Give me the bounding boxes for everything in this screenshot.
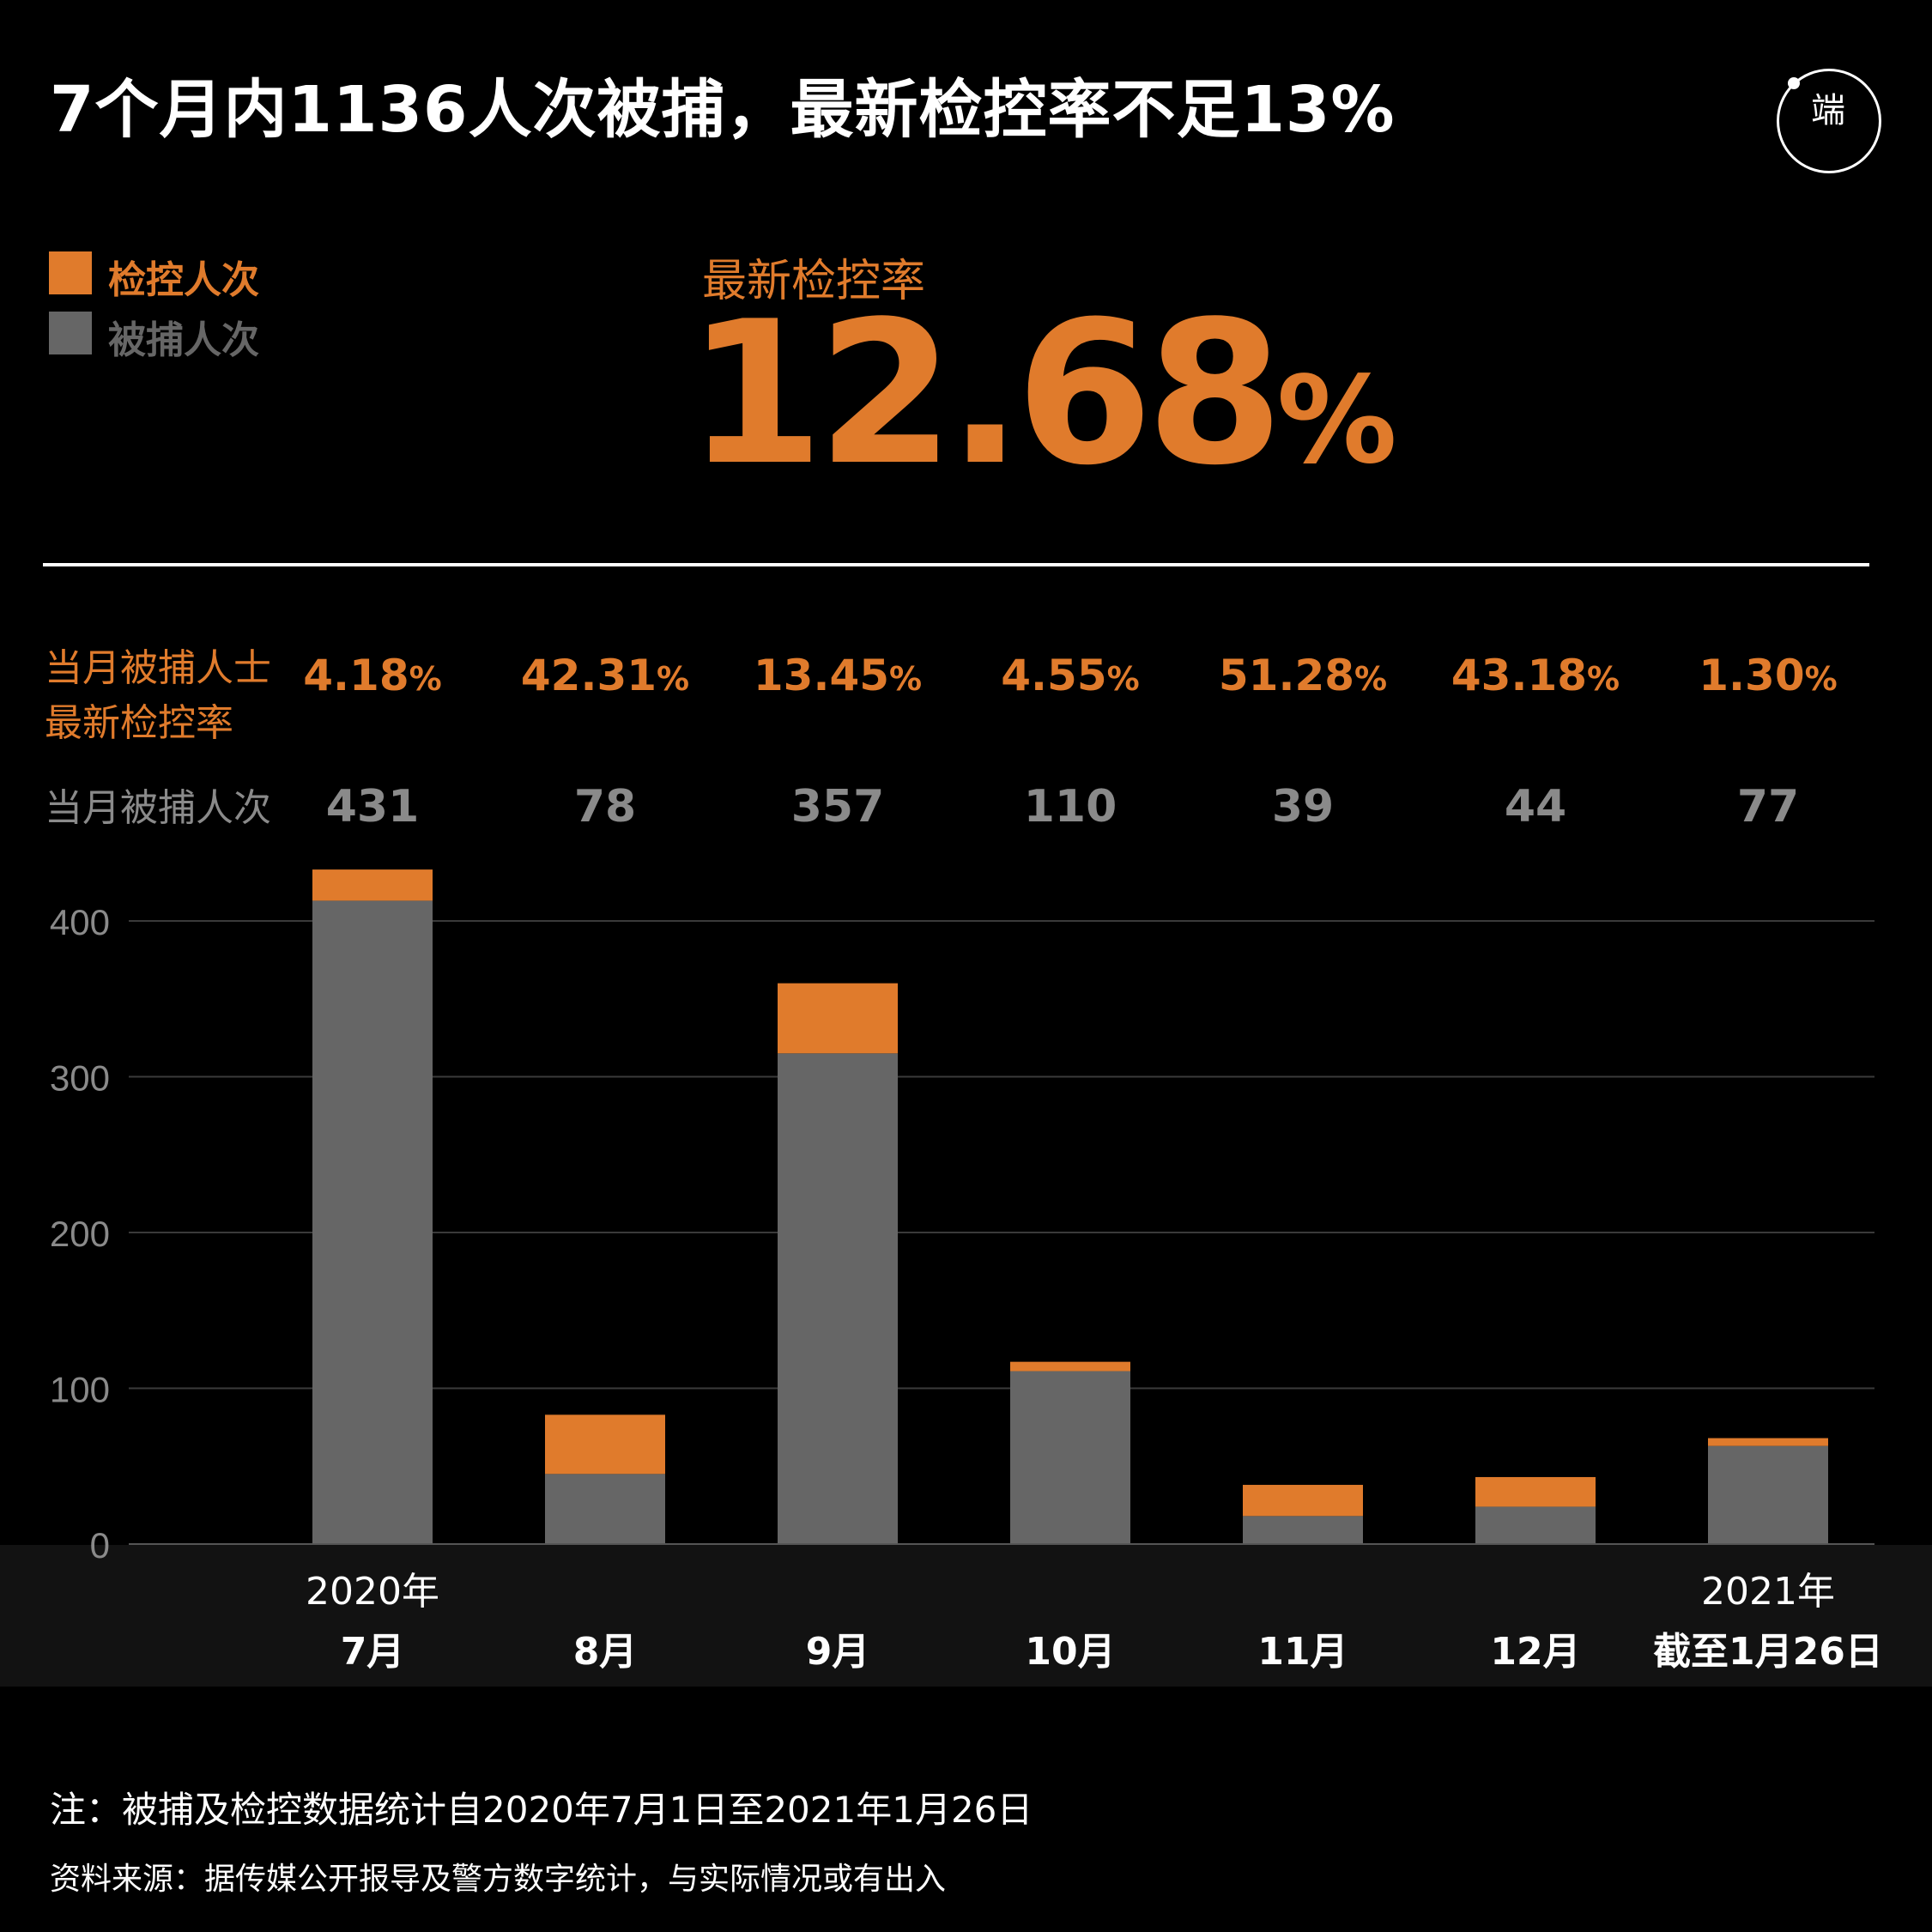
rate-value: 51.28% bbox=[1191, 651, 1414, 700]
rate-row-label: 当月被捕人士 最新检控率 bbox=[45, 641, 271, 751]
x-year-label: 2020年 bbox=[306, 1570, 439, 1614]
bar-prosecuted bbox=[778, 983, 898, 1054]
bar-prosecuted bbox=[312, 869, 433, 901]
headline-rate-number: 12.68 bbox=[687, 280, 1284, 509]
chart-title: 7个月内1136人次被捕，最新检控率不足13% bbox=[50, 73, 1396, 147]
logo-icon bbox=[1777, 69, 1881, 173]
bar-prosecuted bbox=[1475, 1476, 1596, 1507]
bar-arrested bbox=[312, 900, 433, 1544]
rate-number: 1.30 bbox=[1699, 651, 1805, 700]
x-tick-label: 11月 bbox=[1257, 1630, 1348, 1674]
bar-prosecuted bbox=[545, 1414, 665, 1475]
bar-prosecuted bbox=[1243, 1485, 1363, 1517]
x-tick-label: 10月 bbox=[1025, 1630, 1116, 1674]
rate-number: 13.45 bbox=[753, 651, 890, 700]
headline-rate-label: 最新检控率 bbox=[702, 256, 926, 307]
y-tick-label: 200 bbox=[50, 1214, 110, 1254]
bar-arrested bbox=[778, 1053, 898, 1544]
logo-text: 端 bbox=[1811, 91, 1847, 130]
bar-arrested bbox=[1243, 1516, 1363, 1544]
rate-value: 1.30% bbox=[1656, 651, 1880, 700]
rate-row-label-line2: 最新检控率 bbox=[45, 700, 233, 745]
rate-value: 13.45% bbox=[726, 651, 949, 700]
headline-rate-unit: % bbox=[1276, 351, 1397, 491]
bar-prosecuted bbox=[1708, 1438, 1828, 1446]
legend-swatch-prosecuted bbox=[49, 251, 92, 294]
rate-number: 51.28 bbox=[1218, 651, 1355, 700]
legend-label-arrested: 被捕人次 bbox=[108, 318, 259, 362]
count-value: 77 bbox=[1736, 781, 1800, 833]
rate-number: 43.18 bbox=[1451, 651, 1588, 700]
rate-value: 4.55% bbox=[959, 651, 1182, 700]
footnote: 注：被捕及检控数据统计自2020年7月1日至2021年1月26日 bbox=[50, 1789, 1033, 1831]
bar-arrested bbox=[545, 1474, 665, 1544]
x-axis-band bbox=[0, 1545, 1932, 1687]
rate-row-label-line1: 当月被捕人士 bbox=[45, 646, 271, 690]
rate-unit: % bbox=[1587, 660, 1620, 698]
x-tick-label: 12月 bbox=[1490, 1630, 1581, 1674]
legend-label-prosecuted: 检控人次 bbox=[108, 258, 259, 302]
x-tick-label: 9月 bbox=[805, 1630, 870, 1674]
y-tick-label: 0 bbox=[90, 1525, 110, 1562]
count-value: 110 bbox=[1023, 781, 1117, 833]
logo-dot-icon bbox=[1788, 77, 1800, 89]
count-value: 39 bbox=[1271, 781, 1335, 833]
rate-number: 4.18 bbox=[303, 651, 409, 700]
rate-unit: % bbox=[1804, 660, 1838, 698]
rate-number: 4.55 bbox=[1001, 651, 1107, 700]
x-year-label: 2021年 bbox=[1701, 1570, 1835, 1614]
bar-arrested bbox=[1475, 1506, 1596, 1544]
count-value: 78 bbox=[573, 781, 637, 833]
rate-value: 42.31% bbox=[494, 651, 717, 700]
headline-rate-value: 12.68% bbox=[687, 296, 1397, 494]
source-note: 资料来源：据传媒公开报导及警方数字统计，与实际情况或有出入 bbox=[50, 1862, 947, 1897]
x-tick-label: 8月 bbox=[572, 1630, 638, 1674]
rate-unit: % bbox=[1106, 660, 1140, 698]
rate-unit: % bbox=[1354, 660, 1388, 698]
rate-unit: % bbox=[657, 660, 690, 698]
rate-value: 4.18% bbox=[261, 651, 484, 700]
y-tick-label: 400 bbox=[50, 902, 110, 942]
count-value: 44 bbox=[1504, 781, 1567, 833]
y-tick-label: 300 bbox=[50, 1058, 110, 1099]
rate-unit: % bbox=[889, 660, 923, 698]
bar-chart: 0 100 200 300 400 bbox=[50, 869, 1874, 1562]
legend-swatch-arrested bbox=[49, 312, 92, 354]
count-row-label: 当月被捕人次 bbox=[45, 786, 271, 830]
bar-prosecuted bbox=[1010, 1361, 1130, 1372]
count-value: 431 bbox=[325, 781, 420, 833]
divider bbox=[43, 563, 1869, 566]
count-value: 357 bbox=[790, 781, 885, 833]
bar-arrested bbox=[1708, 1445, 1828, 1544]
rate-number: 42.31 bbox=[520, 651, 657, 700]
rate-value: 43.18% bbox=[1424, 651, 1647, 700]
y-tick-label: 100 bbox=[50, 1370, 110, 1410]
rate-unit: % bbox=[409, 660, 442, 698]
bar-arrested bbox=[1010, 1371, 1130, 1544]
x-tick-label: 截至1月26日 bbox=[1653, 1630, 1883, 1674]
x-tick-label: 7月 bbox=[340, 1630, 405, 1674]
